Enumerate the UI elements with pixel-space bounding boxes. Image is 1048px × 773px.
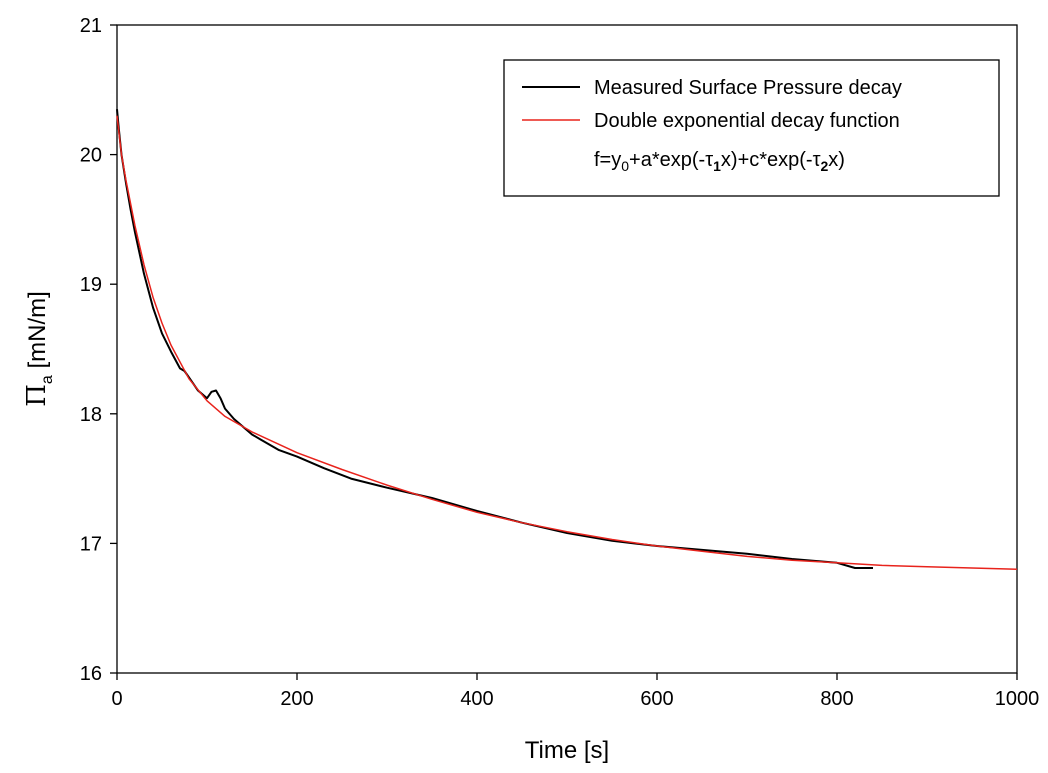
x-tick-label: 800 [820,688,853,710]
y-axis-title: Πa [mN/m] [22,291,56,407]
y-axis-unit: [mN/m] [24,291,51,375]
x-tick-label: 200 [280,688,313,710]
x-tick-label: 1000 [995,688,1040,710]
x-tick-label: 400 [460,688,493,710]
y-axis-symbol: Π [22,384,52,407]
y-axis-subscript: a [39,375,56,384]
series-layer [116,109,1018,571]
y-tick-label: 19 [80,274,102,296]
y-axis-ticks: 16 17 18 19 20 21 [80,15,117,685]
y-tick-label: 21 [80,15,102,37]
y-tick-label: 20 [80,145,102,167]
legend-formula: f=y0+a*exp(-τ1x)+c*exp(-τ2x) [594,149,845,174]
series-fit-line [116,115,1018,571]
x-axis-title: Time [s] [525,737,609,764]
y-tick-label: 18 [80,404,102,426]
x-tick-label: 0 [111,688,122,710]
plot-frame [116,24,1018,674]
legend: Measured Surface Pressure decay Double e… [503,59,1000,197]
legend-label-measured: Measured Surface Pressure decay [594,77,902,99]
legend-label-fit: Double exponential decay function [594,110,900,132]
y-tick-label: 17 [80,533,102,555]
legend-box [503,59,1000,197]
y-tick-label: 16 [80,663,102,685]
x-axis-ticks: 0 200 400 600 800 1000 [111,673,1039,710]
x-tick-label: 600 [640,688,673,710]
